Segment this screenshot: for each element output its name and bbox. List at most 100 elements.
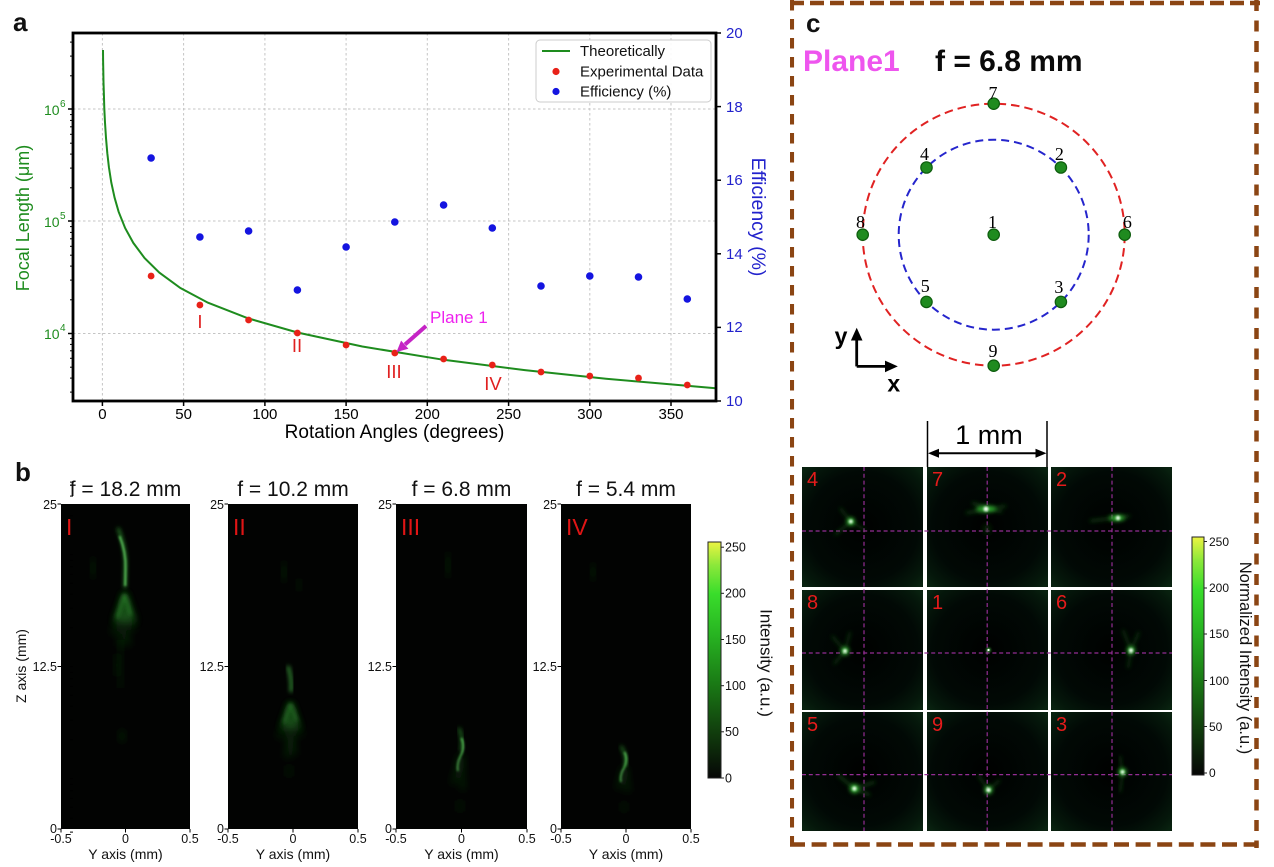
svg-text:4: 4 (920, 144, 929, 164)
svg-text:Efficiency (%): Efficiency (%) (747, 158, 769, 277)
svg-text:Theoretically: Theoretically (580, 43, 666, 60)
svg-text:Focal Length (μm): Focal Length (μm) (13, 145, 33, 291)
svg-text:7: 7 (989, 83, 998, 103)
svg-text:0.5: 0.5 (518, 832, 535, 846)
svg-text:5: 5 (60, 211, 66, 222)
svg-text:4: 4 (60, 323, 66, 334)
svg-text:Plane 1: Plane 1 (430, 308, 488, 327)
svg-text:12.5: 12.5 (33, 660, 57, 674)
svg-text:Rotation Angles (degrees): Rotation Angles (degrees) (285, 422, 505, 443)
svg-text:6: 6 (1056, 592, 1067, 614)
svg-text:I: I (66, 514, 72, 540)
svg-text:Efficiency (%): Efficiency (%) (580, 84, 671, 101)
svg-text:y: y (835, 323, 848, 349)
svg-text:I: I (197, 311, 202, 332)
svg-text:Z axis (mm): Z axis (mm) (13, 629, 29, 703)
svg-text:0.5: 0.5 (181, 832, 198, 846)
svg-text:50: 50 (1209, 720, 1223, 734)
svg-text:14: 14 (726, 246, 743, 263)
svg-text:5: 5 (807, 714, 818, 736)
svg-text:250: 250 (496, 406, 521, 423)
svg-text:16: 16 (726, 172, 743, 189)
svg-text:8: 8 (856, 212, 865, 232)
svg-text:150: 150 (334, 406, 359, 423)
svg-text:2: 2 (1056, 469, 1067, 491)
svg-text:0: 0 (98, 406, 106, 423)
svg-text:150: 150 (725, 633, 746, 647)
svg-text:25: 25 (378, 498, 392, 512)
svg-text:x: x (887, 371, 900, 397)
svg-text:f = 5.4 mm: f = 5.4 mm (576, 478, 676, 501)
svg-text:5: 5 (921, 276, 930, 296)
svg-text:3: 3 (1056, 714, 1067, 736)
svg-text:10: 10 (44, 326, 60, 342)
svg-text:0: 0 (50, 822, 57, 836)
svg-text:18: 18 (726, 99, 743, 116)
svg-text:200: 200 (1209, 581, 1229, 595)
svg-text:6: 6 (60, 99, 66, 110)
svg-text:Experimental Data: Experimental Data (580, 64, 704, 81)
svg-text:0: 0 (122, 832, 129, 846)
svg-text:1 mm: 1 mm (955, 420, 1023, 450)
svg-text:-0.5: -0.5 (385, 832, 407, 846)
svg-text:III: III (386, 361, 401, 382)
svg-text:III: III (401, 514, 420, 540)
svg-text:12: 12 (726, 319, 743, 336)
svg-text:f = 6.8 mm: f = 6.8 mm (412, 478, 512, 501)
svg-text:8: 8 (807, 592, 818, 614)
svg-text:-0.5: -0.5 (50, 832, 72, 846)
svg-text:II: II (292, 335, 302, 356)
svg-text:1: 1 (932, 592, 943, 614)
svg-text:IV: IV (484, 373, 502, 394)
svg-text:20: 20 (726, 25, 743, 42)
svg-text:250: 250 (725, 541, 746, 555)
svg-text:0: 0 (623, 832, 630, 846)
svg-text:0: 0 (385, 822, 392, 836)
svg-text:3: 3 (1054, 277, 1063, 297)
svg-text:9: 9 (932, 714, 943, 736)
svg-text:0: 0 (217, 822, 224, 836)
svg-text:f = 10.2 mm: f = 10.2 mm (237, 478, 348, 501)
svg-text:IV: IV (566, 514, 588, 540)
svg-text:Y axis (mm): Y axis (mm) (256, 846, 330, 862)
svg-text:100: 100 (725, 679, 746, 693)
svg-text:II: II (233, 514, 246, 540)
svg-text:7: 7 (932, 469, 943, 491)
svg-text:0.5: 0.5 (349, 832, 366, 846)
svg-text:25: 25 (543, 498, 557, 512)
svg-text:6: 6 (1123, 212, 1132, 232)
svg-text:150: 150 (1209, 627, 1229, 641)
svg-text:0: 0 (550, 822, 557, 836)
svg-text:10: 10 (44, 102, 60, 118)
svg-text:12.5: 12.5 (368, 660, 392, 674)
svg-text:Normalized Intensity (a.u.): Normalized Intensity (a.u.) (1236, 562, 1254, 755)
svg-text:Plane1: Plane1 (803, 45, 900, 78)
svg-text:2: 2 (1055, 144, 1064, 164)
svg-text:0: 0 (725, 771, 732, 785)
svg-text:25: 25 (210, 498, 224, 512)
svg-text:-0.5: -0.5 (217, 832, 239, 846)
svg-text:f = 6.8 mm: f = 6.8 mm (935, 45, 1083, 78)
svg-text:10: 10 (44, 214, 60, 230)
svg-text:4: 4 (807, 469, 818, 491)
svg-text:-0.5: -0.5 (550, 832, 572, 846)
svg-text:10: 10 (726, 393, 743, 410)
svg-text:350: 350 (658, 406, 683, 423)
svg-text:25: 25 (43, 498, 57, 512)
svg-text:0: 0 (290, 832, 297, 846)
svg-text:0: 0 (1209, 766, 1216, 780)
svg-text:Y axis (mm): Y axis (mm) (589, 846, 663, 862)
svg-text:250: 250 (1209, 535, 1229, 549)
svg-text:9: 9 (989, 341, 998, 361)
svg-text:50: 50 (725, 725, 739, 739)
svg-text:200: 200 (725, 587, 746, 601)
svg-text:50: 50 (175, 406, 192, 423)
svg-text:Y axis (mm): Y axis (mm) (424, 846, 498, 862)
svg-text:300: 300 (577, 406, 602, 423)
svg-text:Y axis (mm): Y axis (mm) (88, 846, 162, 862)
svg-text:200: 200 (415, 406, 440, 423)
svg-text:100: 100 (252, 406, 277, 423)
svg-text:12.5: 12.5 (533, 660, 557, 674)
svg-text:Intensity (a.u.): Intensity (a.u.) (757, 609, 776, 717)
svg-text:100: 100 (1209, 674, 1229, 688)
